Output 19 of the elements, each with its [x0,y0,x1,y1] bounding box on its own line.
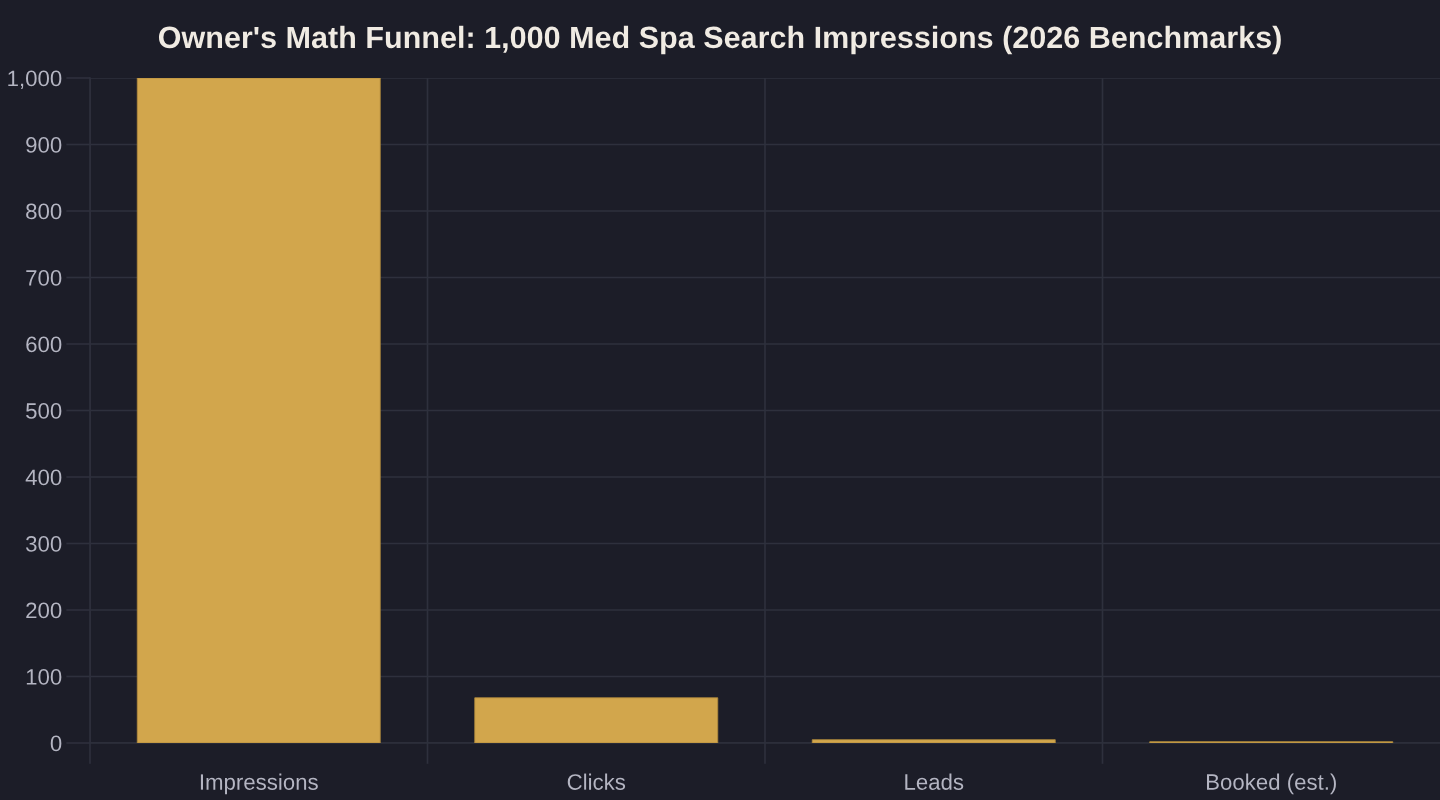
bar [811,739,1056,743]
x-tick-label: Leads [905,773,964,790]
x-tick-label: Booked (est.) [1207,773,1336,795]
y-tick-label: 800 [26,203,62,220]
y-tick-label: 900 [26,137,62,153]
chart-title: Owner's Math Funnel: 1,000 Med Spa Search Impressions (2026 Benchmarks) [158,25,1281,55]
x-tick-label: Impressions [200,773,318,795]
bar [136,78,381,743]
y-tick-label: 1,000 [8,70,62,89]
y-tick-label: 400 [25,469,62,486]
y-tick-label: 200 [26,602,62,619]
bar [474,697,719,743]
y-tick-label: 100 [26,669,62,685]
y-tick-label: 700 [26,270,62,286]
y-tick-label: 0 [50,735,62,752]
y-tick-label: 500 [26,403,62,419]
x-tick-label: Clicks [567,773,626,790]
y-tick-label: 300 [26,536,62,552]
y-tick-label: 600 [26,336,62,353]
